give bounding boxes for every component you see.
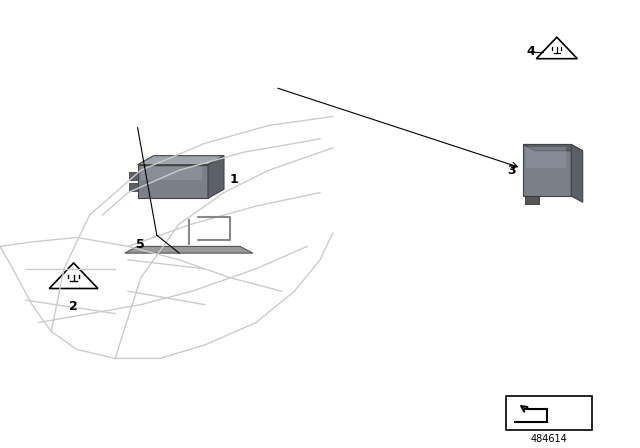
- Polygon shape: [536, 37, 577, 59]
- Text: 2: 2: [69, 300, 78, 314]
- Polygon shape: [526, 147, 566, 168]
- Text: 5: 5: [136, 237, 145, 251]
- Polygon shape: [138, 156, 224, 165]
- Polygon shape: [208, 156, 224, 198]
- FancyBboxPatch shape: [506, 396, 592, 430]
- Polygon shape: [571, 145, 583, 202]
- Polygon shape: [524, 145, 571, 196]
- Polygon shape: [525, 196, 540, 204]
- Polygon shape: [141, 167, 202, 180]
- Text: 4: 4: [527, 45, 536, 58]
- Polygon shape: [129, 183, 138, 191]
- Text: 3: 3: [508, 164, 516, 177]
- Polygon shape: [138, 165, 208, 198]
- Polygon shape: [524, 145, 583, 151]
- Polygon shape: [49, 263, 98, 289]
- Text: 1: 1: [229, 172, 238, 186]
- Polygon shape: [125, 246, 253, 253]
- Text: 484614: 484614: [531, 434, 567, 444]
- Polygon shape: [129, 172, 138, 180]
